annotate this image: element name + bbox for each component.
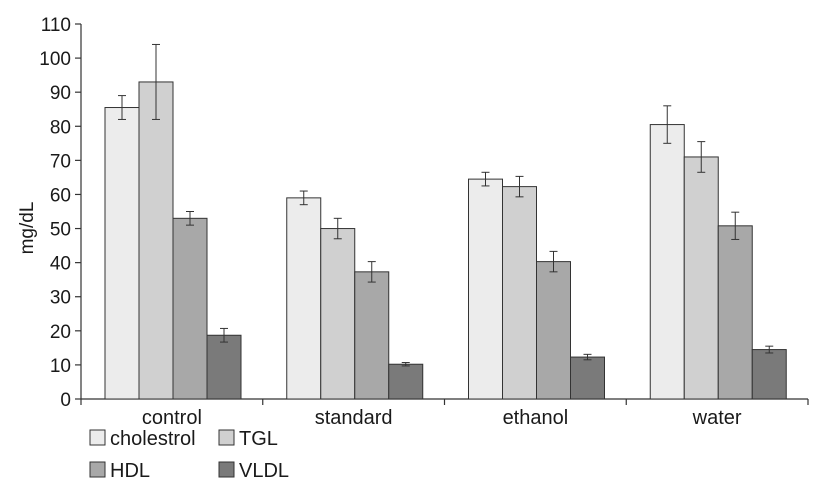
bar — [683, 156, 719, 400]
legend-label: TGL — [239, 428, 278, 450]
x-tick-label: water — [692, 407, 742, 429]
bar — [286, 197, 322, 400]
y-tick-label: 80 — [50, 117, 71, 138]
y-tick-label: 100 — [39, 49, 71, 70]
legend-swatch — [89, 461, 106, 478]
error-bars — [118, 43, 774, 367]
bar — [649, 124, 685, 400]
legend-label: cholestrol — [110, 428, 196, 450]
legend-swatch — [218, 461, 235, 478]
legend-label: HDL — [110, 460, 150, 482]
y-tick-label: 50 — [50, 220, 71, 241]
legend-swatch — [218, 429, 235, 446]
bar — [536, 261, 571, 400]
y-tick-label: 90 — [50, 83, 71, 104]
y-tick-label: 110 — [41, 15, 71, 36]
bar — [172, 217, 208, 400]
y-tick-label: 60 — [50, 185, 71, 206]
legend-label: VLDL — [239, 460, 289, 482]
bar — [717, 225, 753, 400]
bars — [104, 81, 787, 400]
x-tick-label: control — [142, 407, 202, 429]
x-axis: control standard ethanol water — [80, 398, 809, 429]
x-tick-label: standard — [315, 407, 393, 429]
y-tick-label: 10 — [50, 356, 71, 377]
bar — [388, 363, 424, 400]
bar — [570, 356, 605, 400]
y-tick-label: 30 — [50, 288, 71, 309]
bar — [320, 228, 356, 400]
bar — [354, 271, 390, 400]
bar — [468, 178, 503, 400]
bar — [104, 107, 140, 400]
bar — [206, 334, 242, 400]
bar — [502, 186, 537, 400]
y-tick-label: 0 — [60, 390, 71, 411]
y-axis: 0 10 20 30 40 50 60 70 80 90 100 110 — [39, 15, 82, 411]
bar — [751, 349, 787, 400]
legend: cholestrol TGL HDL VLDL — [89, 428, 289, 482]
y-tick-label: 70 — [50, 151, 71, 172]
y-tick-label: 20 — [50, 322, 71, 343]
bar — [138, 81, 174, 400]
y-tick-label: 40 — [50, 254, 71, 275]
y-axis-title: mg/dL — [17, 202, 38, 255]
legend-swatch — [89, 429, 106, 446]
x-tick-label: ethanol — [503, 407, 569, 429]
